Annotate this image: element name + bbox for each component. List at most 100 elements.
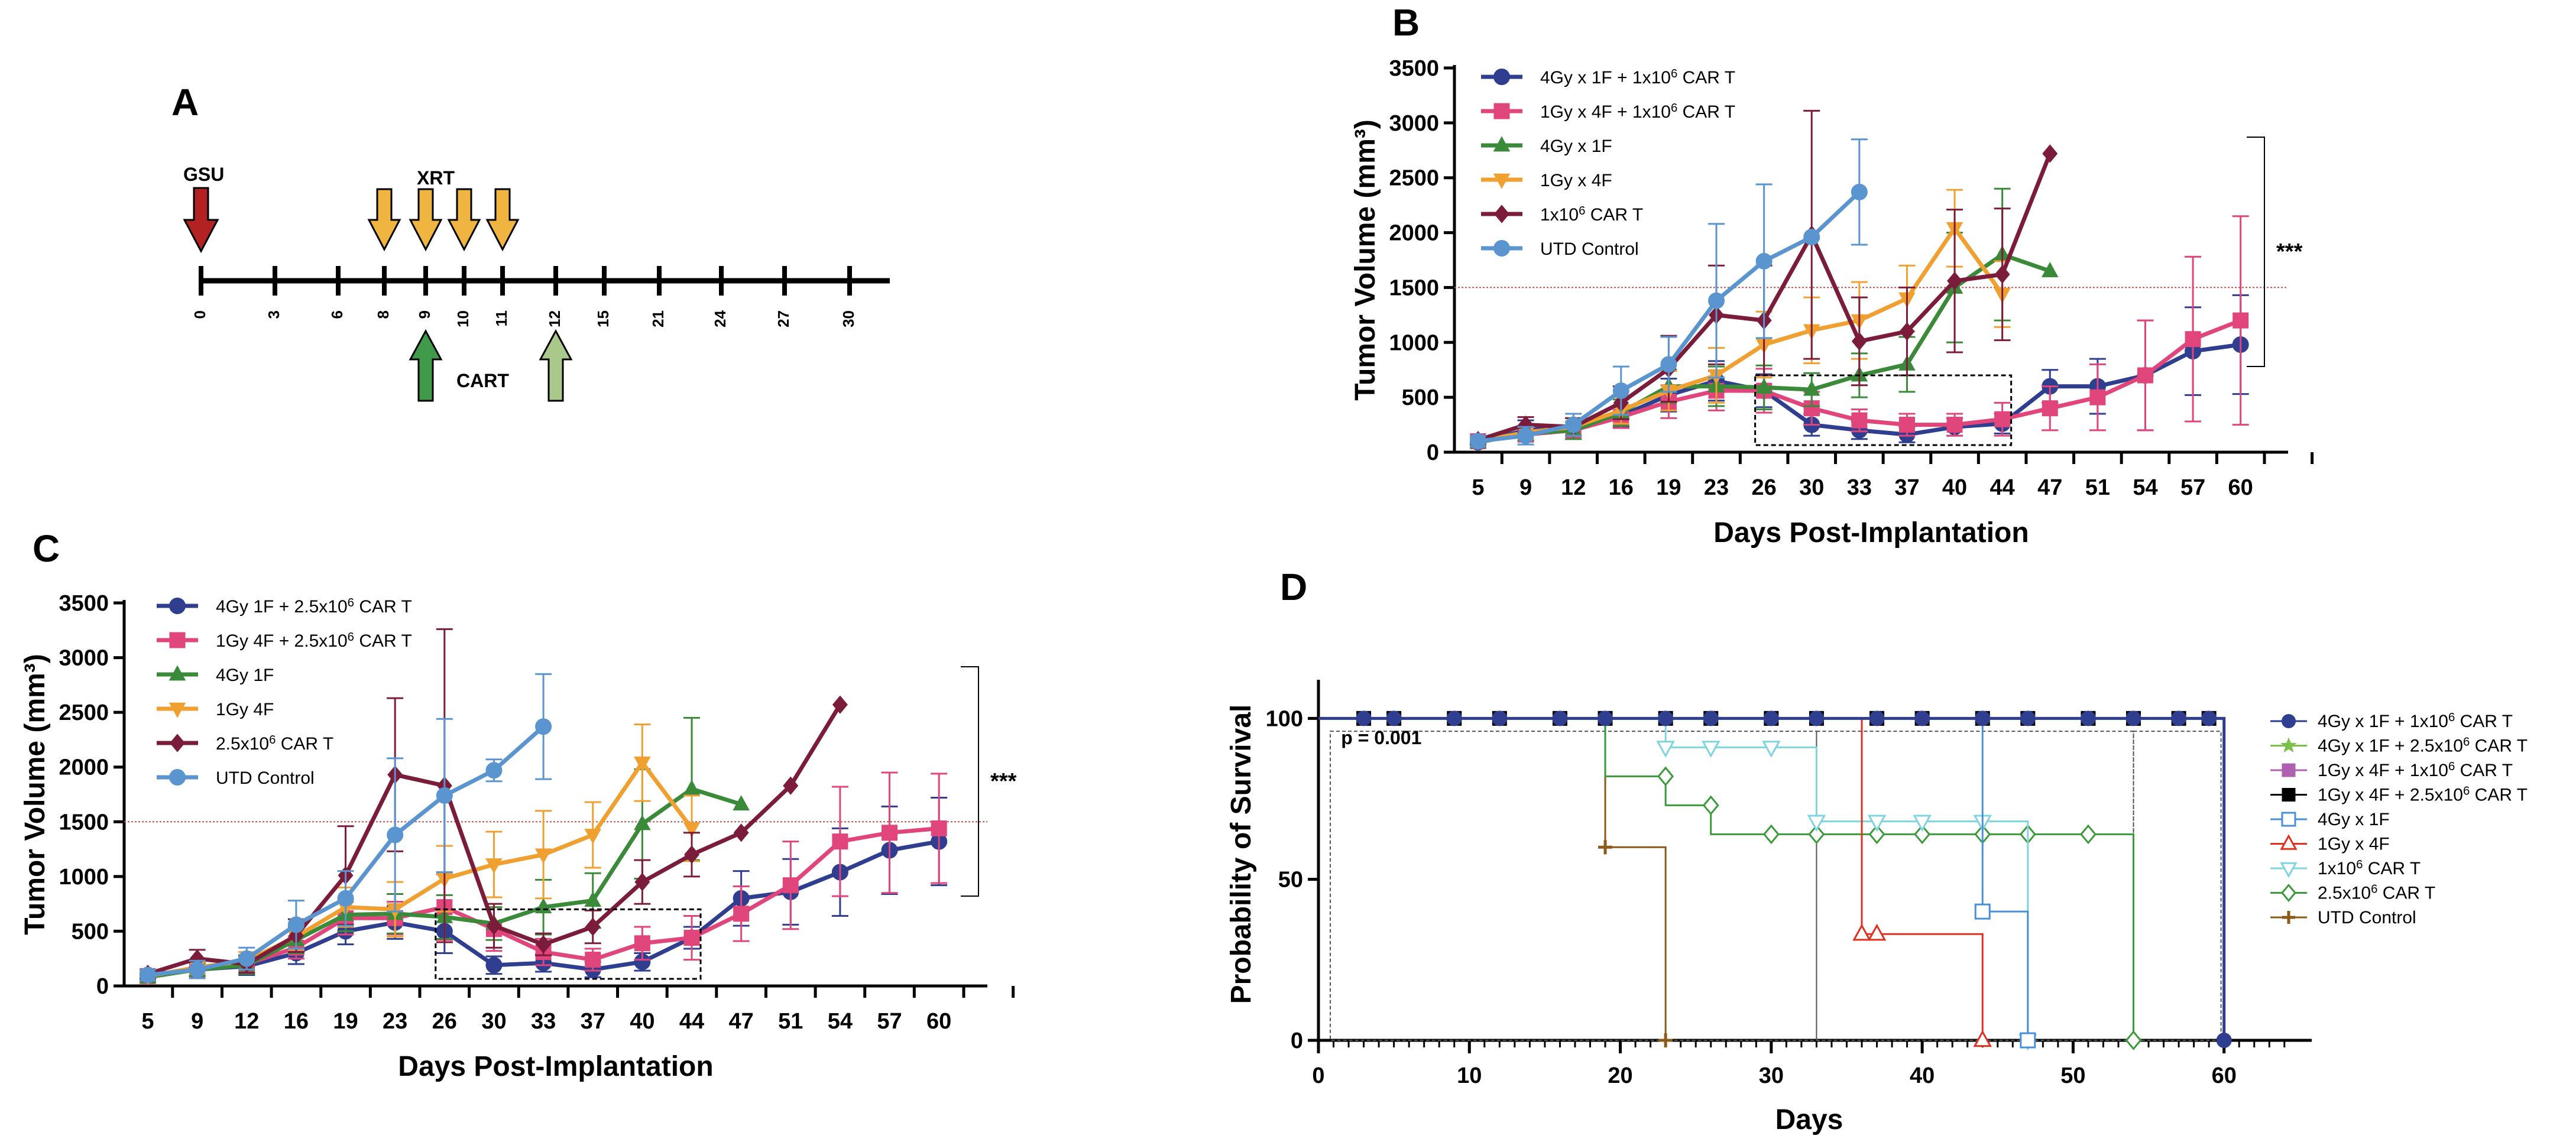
legend-label: UTD Control xyxy=(1540,239,1639,259)
x-tick-label: 5 xyxy=(141,1009,154,1034)
survival-line xyxy=(1318,717,2029,1040)
gsu-label: GSU xyxy=(183,164,224,185)
x-tick-label: 19 xyxy=(333,1009,358,1034)
survival-series-1 xyxy=(1318,717,2225,1040)
survival-marker xyxy=(1446,710,1462,726)
legend-label: 1Gy 4F xyxy=(216,700,274,719)
xrt-arrow xyxy=(367,188,401,252)
x-tick-label: 40 xyxy=(1942,475,1967,500)
y-axis-title: Probability of Survival xyxy=(1226,705,1257,1004)
reference-box xyxy=(2133,731,2222,1041)
legend-label: 4Gy x 1F xyxy=(2318,810,2390,829)
x-tick-label: 0 xyxy=(1312,1063,1324,1088)
survival-marker xyxy=(1598,710,1613,726)
data-point xyxy=(1947,271,1963,290)
data-point xyxy=(683,930,700,946)
timeline-tick-label: 27 xyxy=(775,310,792,327)
timeline-tick-label: 6 xyxy=(328,310,346,319)
data-point xyxy=(534,848,552,864)
x-axis-title: Days Post-Implantation xyxy=(1713,517,2029,549)
legend-label: 1Gy 4F + 2.5x106 CAR T xyxy=(216,631,412,651)
data-point xyxy=(1612,382,1629,399)
x-tick-label: 33 xyxy=(1847,475,1872,500)
data-point xyxy=(733,795,750,811)
data-point xyxy=(931,820,947,836)
legend-label: 4Gy 1F + 2.5x106 CAR T xyxy=(216,596,412,617)
survival-marker xyxy=(1762,824,1780,845)
x-tick-label: 26 xyxy=(432,1009,457,1034)
survival-marker xyxy=(2020,710,2036,726)
survival-marker xyxy=(2125,710,2141,726)
legend-marker xyxy=(169,598,186,614)
data-point xyxy=(1755,252,1773,270)
data-point xyxy=(2137,367,2153,384)
legend-marker xyxy=(1493,240,1510,257)
legend-label: 4Gy x 1F xyxy=(1540,137,1612,156)
survival-marker xyxy=(1762,741,1781,758)
data-point xyxy=(683,780,701,796)
x-axis-title: Days Post-Implantation xyxy=(398,1051,713,1082)
data-point xyxy=(1708,292,1725,309)
timeline-tick-label: 0 xyxy=(191,310,209,319)
data-point xyxy=(1994,265,2010,284)
x-tick-label: 19 xyxy=(1656,475,1681,500)
x-tick-label: 60 xyxy=(926,1009,951,1034)
x-tick-label: 30 xyxy=(1759,1063,1784,1088)
data-point xyxy=(733,906,750,922)
legend-marker xyxy=(1493,173,1511,189)
x-tick-label: 47 xyxy=(2037,475,2062,500)
x-tick-label: 26 xyxy=(1751,475,1776,500)
survival-marker xyxy=(1807,815,1826,832)
timeline-panel: 0 3 6 8 9 10 11 12 15 21 24 27 30 GSU XRT CART xyxy=(183,164,890,402)
data-point xyxy=(882,825,898,841)
data-point xyxy=(733,823,749,842)
data-point xyxy=(832,833,848,850)
survival-series-5 xyxy=(1318,717,1992,1047)
xrt-arrow xyxy=(485,188,520,252)
chart-c: 0 500 1000 1500 2000 2500 3000 3500 5 9 12 16 19 23 26… xyxy=(20,591,1017,1082)
timeline-tick-label: 8 xyxy=(374,310,392,319)
data-point xyxy=(634,756,651,772)
survival-marker xyxy=(1868,824,1885,845)
data-point xyxy=(387,826,404,843)
x-tick-label: 51 xyxy=(2085,475,2110,500)
x-tick-label: 37 xyxy=(1894,475,1919,500)
survival-marker xyxy=(2020,1032,2036,1049)
survival-marker xyxy=(1869,710,1885,726)
data-point xyxy=(1803,229,1820,245)
y-tick-label: 3000 xyxy=(59,646,109,671)
data-point xyxy=(584,891,602,907)
xrt-label: XRT xyxy=(417,167,455,189)
survival-series-8 xyxy=(1318,717,1673,1047)
data-point xyxy=(2042,144,2058,163)
data-point xyxy=(782,877,799,894)
reference-box xyxy=(1330,731,1817,1041)
x-tick-label: 57 xyxy=(877,1009,902,1034)
x-tick-label: 5 xyxy=(1472,475,1484,500)
y-tick-label: 100 xyxy=(1266,706,1303,731)
data-point xyxy=(1660,356,1677,373)
legend-label: 1Gy x 4F + 2.5x106 CAR T xyxy=(2318,785,2528,805)
survival-marker xyxy=(1809,710,1825,726)
highlight-box xyxy=(435,908,702,980)
data-point xyxy=(1518,415,1534,434)
data-point xyxy=(634,815,651,830)
data-point xyxy=(1470,433,1486,450)
data-point xyxy=(1899,322,1915,341)
x-tick-label: 23 xyxy=(1704,475,1729,500)
data-point xyxy=(832,695,848,714)
survival-marker xyxy=(1552,710,1568,726)
x-tick-label: 44 xyxy=(1990,475,2015,500)
data-point xyxy=(2232,312,2249,329)
data-point xyxy=(683,822,701,838)
data-point xyxy=(1851,332,1867,351)
x-tick-label: 16 xyxy=(284,1009,309,1034)
legend-marker xyxy=(2281,812,2296,827)
survival-marker xyxy=(1867,923,1887,941)
legend-marker xyxy=(1494,205,1509,223)
data-point xyxy=(2185,331,2201,348)
xrt-arrow xyxy=(447,188,481,252)
legend-marker xyxy=(2282,788,2296,802)
legend-label: 1Gy x 4F + 1x106 CAR T xyxy=(1540,102,1735,122)
legend-label: UTD Control xyxy=(216,768,315,788)
